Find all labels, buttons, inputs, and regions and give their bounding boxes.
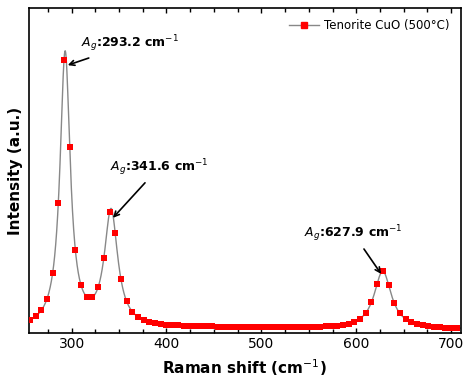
Legend: Tenorite CuO (500°C): Tenorite CuO (500°C): [284, 14, 455, 37]
X-axis label: Raman shift (cm$^{-1}$): Raman shift (cm$^{-1}$): [163, 357, 327, 378]
Text: $A_g$:293.2 cm$^{-1}$: $A_g$:293.2 cm$^{-1}$: [70, 34, 179, 65]
Text: $A_g$:627.9 cm$^{-1}$: $A_g$:627.9 cm$^{-1}$: [304, 223, 403, 273]
Y-axis label: Intensity (a.u.): Intensity (a.u.): [9, 107, 23, 235]
Text: $A_g$:341.6 cm$^{-1}$: $A_g$:341.6 cm$^{-1}$: [109, 157, 208, 217]
